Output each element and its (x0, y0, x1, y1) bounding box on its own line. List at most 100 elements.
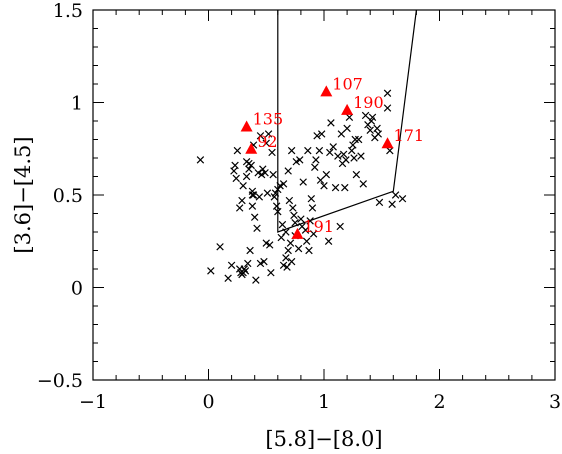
data-point (248, 191, 257, 199)
data-point (351, 135, 359, 144)
x-tick-label: 2 (433, 391, 445, 413)
boundary-lines (277, 9, 417, 233)
data-point (271, 189, 280, 197)
data-point (324, 237, 333, 245)
data-point (287, 146, 296, 155)
data-point (339, 150, 348, 159)
data-point (349, 141, 357, 149)
data-point (316, 176, 325, 184)
data-point (383, 89, 392, 97)
data-point (250, 213, 259, 221)
data-point (262, 139, 270, 147)
data-point (291, 219, 299, 227)
data-point (257, 170, 266, 179)
data-point (350, 154, 358, 162)
x-tick-label: 1 (318, 391, 330, 413)
data-point (233, 146, 242, 155)
data-point (373, 124, 381, 133)
data-point (248, 202, 257, 210)
data-point (196, 156, 205, 164)
data-point (309, 230, 318, 238)
data-point (224, 274, 232, 282)
data-point (246, 246, 254, 255)
data-point (352, 170, 361, 179)
highlight-marker (320, 85, 333, 97)
data-point (311, 163, 319, 171)
data-point (231, 161, 239, 170)
data-point (276, 182, 284, 190)
data-point (342, 156, 350, 164)
data-point (359, 180, 367, 188)
data-point (284, 167, 292, 175)
data-point (292, 157, 301, 166)
data-point (252, 276, 260, 284)
data-point (312, 156, 320, 164)
data-point (235, 204, 244, 212)
y-tick-label: 0.5 (53, 185, 83, 207)
data-point (398, 194, 407, 203)
data-point (329, 143, 337, 151)
data-point (290, 211, 298, 220)
y-tick-label: −0.5 (37, 370, 83, 392)
data-point (267, 268, 275, 277)
data-point (268, 148, 276, 157)
tick-labels: −1 0 1 2 3 −0.5 0 0.5 1 1.5 (37, 0, 561, 413)
data-point (337, 130, 346, 138)
data-point (232, 174, 240, 183)
data-point (286, 239, 295, 247)
y-tick-label: 1.5 (53, 0, 83, 22)
highlight-marker (240, 120, 253, 132)
highlight-marker (291, 227, 304, 239)
y-tick-label: 1 (71, 93, 83, 115)
data-point (334, 152, 342, 160)
data-point (255, 193, 264, 201)
data-point (327, 119, 335, 127)
data-point (383, 104, 392, 112)
data-points (196, 89, 407, 284)
data-point (354, 135, 363, 144)
data-point (287, 257, 296, 266)
data-point (242, 172, 251, 181)
data-point (320, 182, 328, 190)
data-point (274, 185, 282, 194)
data-point (345, 113, 354, 122)
data-point (207, 267, 215, 275)
data-point (245, 165, 253, 173)
data-point (331, 183, 340, 192)
data-point (238, 196, 246, 205)
data-point (315, 146, 324, 155)
axis-ticks (92, 9, 556, 381)
x-tick-label: 3 (549, 391, 561, 413)
data-point (289, 204, 297, 212)
x-axis-title: [5.8]−[8.0] (265, 427, 382, 451)
data-point (296, 156, 304, 164)
highlight-marker (381, 137, 394, 149)
source-label: 107 (332, 74, 363, 93)
data-point (265, 241, 274, 249)
data-point (253, 224, 261, 233)
data-point (313, 132, 321, 140)
data-point (272, 202, 281, 210)
data-point (278, 220, 287, 229)
x-tick-label: −1 (79, 391, 107, 413)
source-label: 171 (394, 126, 425, 145)
data-point (341, 183, 349, 192)
data-point (277, 233, 285, 242)
data-point (347, 146, 356, 155)
data-point (279, 180, 288, 188)
data-point (307, 194, 316, 203)
data-point (306, 217, 314, 225)
data-point (299, 178, 307, 186)
data-point (391, 191, 400, 199)
data-point (304, 146, 312, 155)
data-point (264, 130, 273, 138)
data-point (256, 132, 265, 140)
boundary-line (277, 9, 417, 233)
data-point (269, 170, 277, 179)
data-point (301, 226, 310, 234)
data-point (366, 126, 374, 134)
data-point (274, 207, 282, 216)
data-point (361, 111, 370, 120)
